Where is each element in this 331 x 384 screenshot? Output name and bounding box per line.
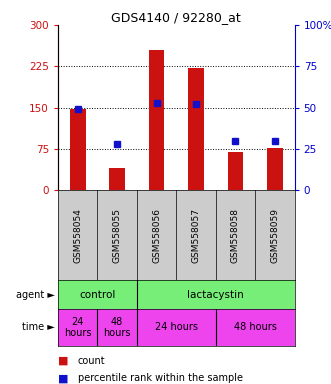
Text: GSM558054: GSM558054 — [73, 208, 82, 263]
Text: ■: ■ — [58, 356, 69, 366]
Text: count: count — [78, 356, 105, 366]
Text: control: control — [79, 290, 116, 300]
Bar — [149, 50, 165, 190]
Text: GSM558058: GSM558058 — [231, 208, 240, 263]
Text: GSM558055: GSM558055 — [113, 208, 121, 263]
Text: GSM558057: GSM558057 — [191, 208, 201, 263]
Bar — [227, 152, 243, 190]
Text: lactacystin: lactacystin — [187, 290, 244, 300]
Text: GSM558056: GSM558056 — [152, 208, 161, 263]
Text: 24 hours: 24 hours — [155, 322, 198, 333]
Text: percentile rank within the sample: percentile rank within the sample — [78, 373, 243, 383]
Title: GDS4140 / 92280_at: GDS4140 / 92280_at — [112, 11, 241, 24]
Bar — [109, 168, 125, 190]
Text: agent ►: agent ► — [16, 290, 55, 300]
Bar — [267, 148, 283, 190]
Text: 48 hours: 48 hours — [234, 322, 277, 333]
Text: time ►: time ► — [22, 322, 55, 333]
Text: 24
hours: 24 hours — [64, 316, 91, 338]
Bar — [70, 109, 85, 190]
Text: 48
hours: 48 hours — [103, 316, 131, 338]
Text: ■: ■ — [58, 373, 69, 383]
Bar — [188, 68, 204, 190]
Text: GSM558059: GSM558059 — [270, 208, 279, 263]
